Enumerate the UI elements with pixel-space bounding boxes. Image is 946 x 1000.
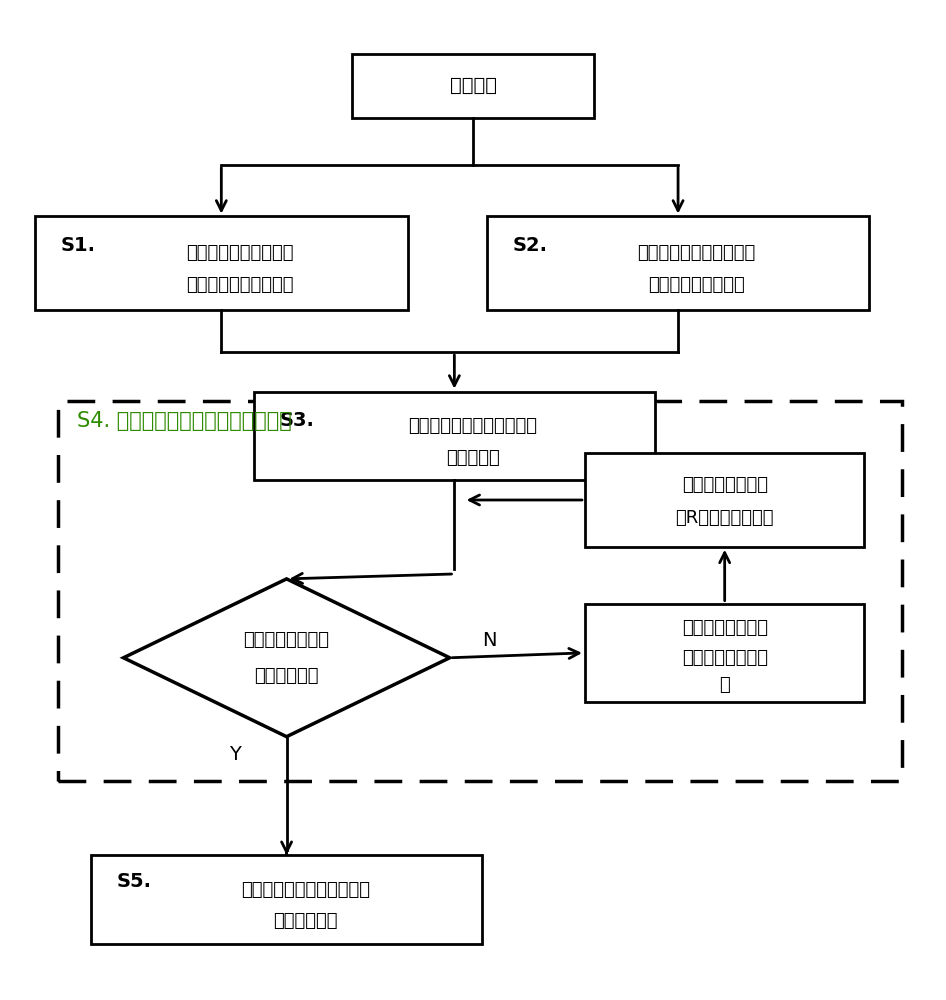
Bar <box>352 54 594 118</box>
Text: 图: 图 <box>719 676 730 694</box>
Text: 行几何滤波: 行几何滤波 <box>447 449 499 467</box>
Text: 的第二二值图像序列: 的第二二值图像序列 <box>648 276 745 294</box>
Bar <box>91 855 482 944</box>
Bar <box>59 401 902 781</box>
Text: S5.: S5. <box>117 872 152 891</box>
Polygon shape <box>124 579 449 737</box>
Text: 利用几何滤波器对连通域进: 利用几何滤波器对连通域进 <box>409 417 537 435</box>
Bar <box>487 216 869 310</box>
Text: 域的第一二值图像序列: 域的第一二值图像序列 <box>186 276 293 294</box>
Text: 利用颜色聚类得到连通: 利用颜色聚类得到连通 <box>186 244 293 262</box>
Text: 利用笔画标准离差: 利用笔画标准离差 <box>682 476 767 494</box>
Bar <box>254 392 655 480</box>
Bar <box>585 453 865 547</box>
Text: 通域二值图像: 通域二值图像 <box>254 667 319 685</box>
Text: S3.: S3. <box>280 411 315 430</box>
Text: 输入图像: 输入图像 <box>449 76 497 95</box>
Bar <box>35 216 408 310</box>
Text: S2.: S2. <box>513 236 548 255</box>
Text: S1.: S1. <box>61 236 96 255</box>
Text: 获取连通域二值图: 获取连通域二值图 <box>682 619 767 637</box>
Text: 文字提取结果: 文字提取结果 <box>273 912 338 930</box>
Text: 叠加连通域二值图像，得到: 叠加连通域二值图像，得到 <box>240 881 370 899</box>
Text: 率R排除非文字区域: 率R排除非文字区域 <box>675 509 774 527</box>
Text: S4. 基于笔画宽度图的文字区域提取: S4. 基于笔画宽度图的文字区域提取 <box>77 411 291 431</box>
Text: 像对应的笔画宽度: 像对应的笔画宽度 <box>682 649 767 667</box>
Text: 是否是最后一个连: 是否是最后一个连 <box>243 631 329 649</box>
Bar <box>585 604 865 702</box>
Text: Y: Y <box>229 745 241 764</box>
Text: 利用边缘检测得到连通域: 利用边缘检测得到连通域 <box>638 244 756 262</box>
Text: N: N <box>482 631 497 650</box>
